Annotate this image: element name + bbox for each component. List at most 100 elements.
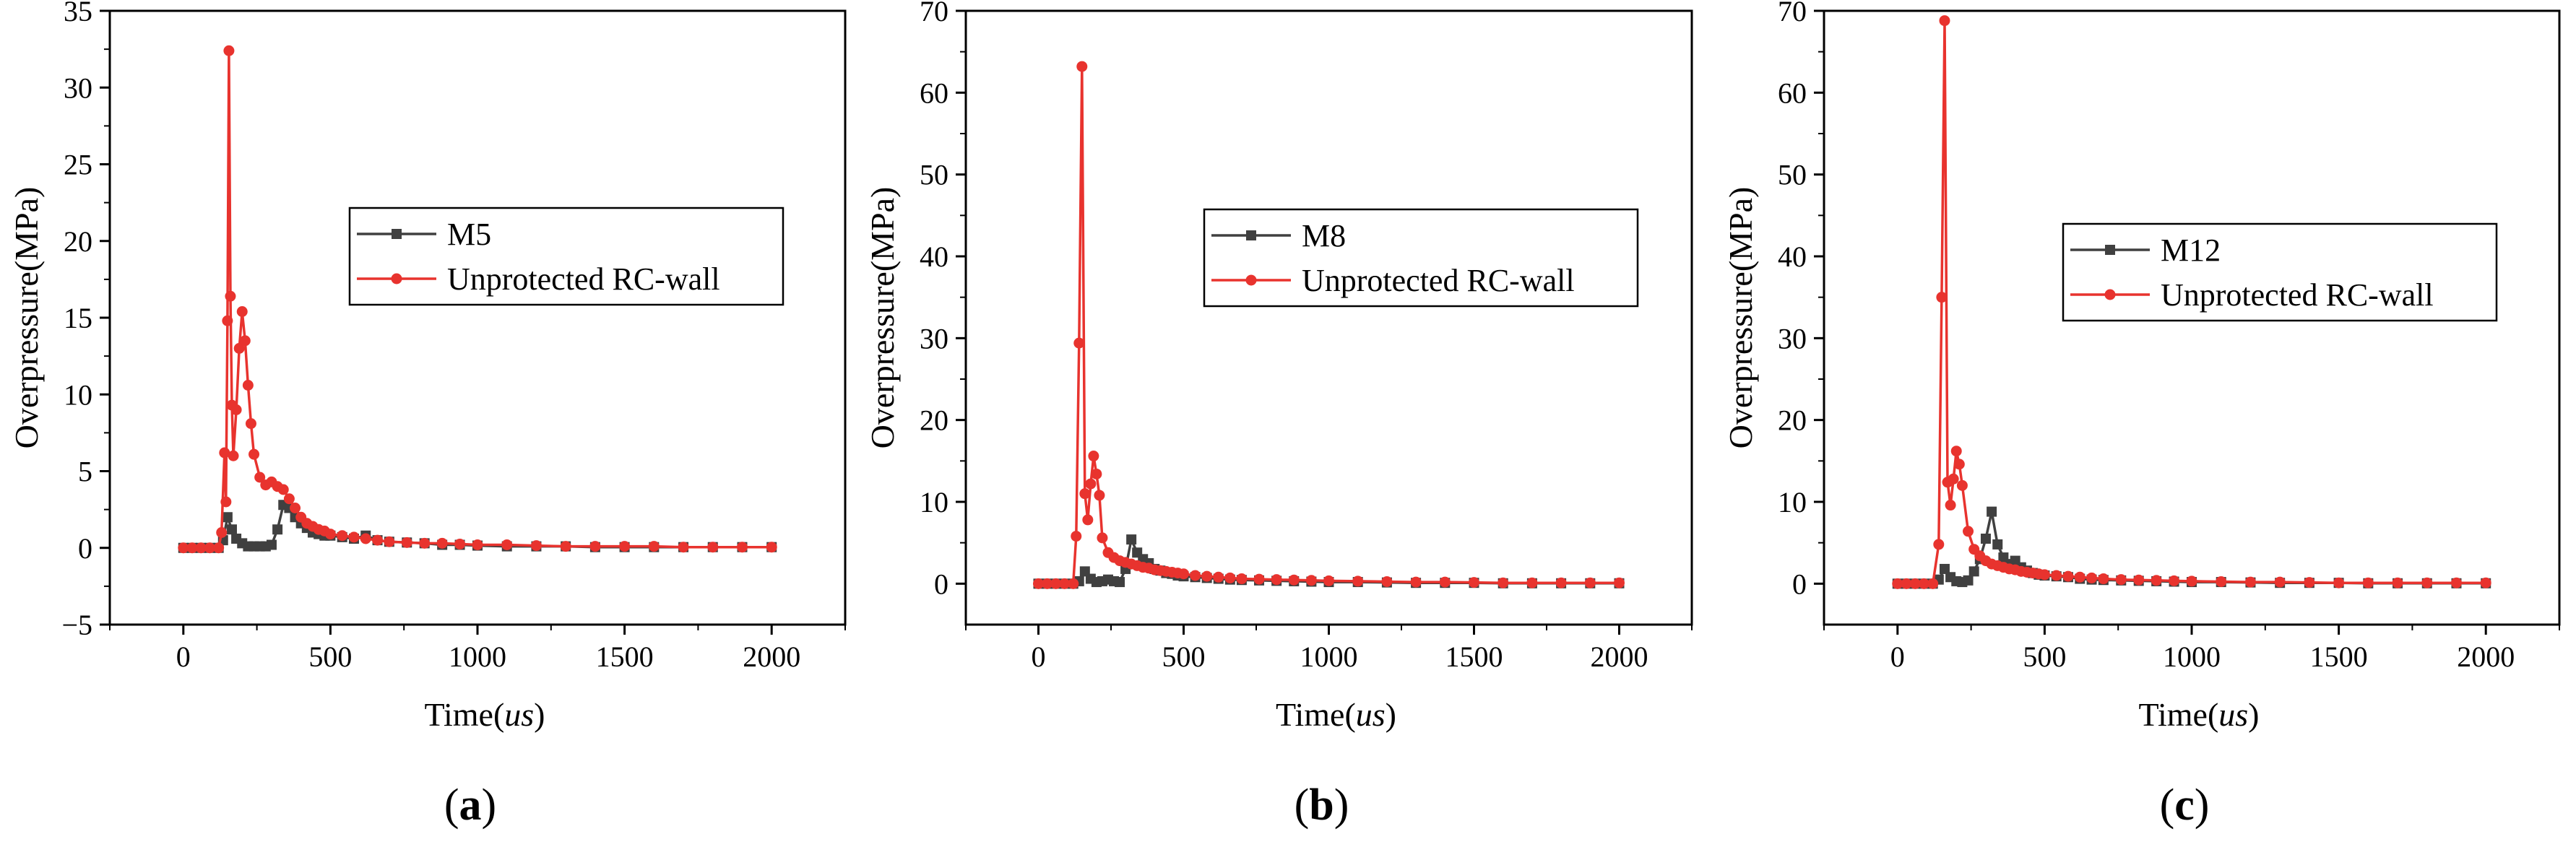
data-point xyxy=(1178,568,1189,580)
data-point xyxy=(220,496,232,508)
legend: M12 Unprotected RC-wall xyxy=(2062,222,2498,322)
data-point xyxy=(1939,15,1950,27)
data-point xyxy=(1439,576,1451,588)
legend: M5 Unprotected RC-wall xyxy=(348,207,785,306)
data-point xyxy=(1059,578,1071,589)
data-point xyxy=(283,493,295,505)
data-point xyxy=(1956,479,1968,491)
data-point xyxy=(1953,459,1965,470)
x-tick-label: 500 xyxy=(308,640,352,673)
data-point xyxy=(2133,574,2145,586)
data-point xyxy=(1945,500,1956,511)
data-point xyxy=(2169,575,2180,586)
panel-label: (c) xyxy=(2160,781,2210,830)
y-tick-label: 60 xyxy=(920,77,948,109)
data-point xyxy=(1271,574,1282,586)
data-point xyxy=(1033,578,1044,589)
data-point xyxy=(2062,570,2074,582)
data-point xyxy=(2151,575,2162,586)
data-point xyxy=(223,45,235,56)
data-point xyxy=(1939,563,1950,574)
data-point xyxy=(1115,577,1125,588)
data-point xyxy=(204,542,215,554)
data-point xyxy=(401,537,412,548)
data-point xyxy=(2039,569,2050,581)
legend-label: M12 xyxy=(2161,233,2221,268)
x-tick-label: 0 xyxy=(176,640,191,673)
legend-label: Unprotected RC-wall xyxy=(447,261,720,297)
data-point xyxy=(1088,451,1099,462)
data-point xyxy=(1213,571,1224,583)
data-point xyxy=(1224,572,1236,583)
x-tick-label: 0 xyxy=(1032,640,1046,673)
series-unprotected xyxy=(1892,15,2491,589)
x-axis-title: Time(us) xyxy=(2138,696,2259,733)
y-tick-label: 70 xyxy=(1778,0,1807,27)
data-point xyxy=(1948,473,1959,485)
data-point xyxy=(1079,488,1091,500)
x-tick-label: 1500 xyxy=(596,640,654,673)
chart-panel-b: 0 500 1000 1500 2000 0 10 20 30 40 50 60 70 Time(us) O… xyxy=(864,0,1693,830)
data-point xyxy=(2186,575,2197,587)
data-point xyxy=(277,484,289,495)
data-point xyxy=(1076,61,1088,72)
data-point xyxy=(2074,571,2086,583)
y-tick-label: 20 xyxy=(920,404,948,437)
y-axis-title: Overpressure(MPa) xyxy=(8,187,45,449)
legend-marker xyxy=(1245,274,1257,286)
y-tick-label: 10 xyxy=(64,378,92,411)
y-tick-label: 5 xyxy=(78,456,92,488)
data-point xyxy=(228,450,239,461)
y-tick-label: 15 xyxy=(64,302,92,334)
data-point xyxy=(1892,578,1903,589)
y-tick-label: 0 xyxy=(1792,568,1807,600)
data-point xyxy=(2362,577,2374,588)
data-point xyxy=(648,541,660,552)
data-point xyxy=(1068,578,1079,589)
y-tick-label: 30 xyxy=(920,322,948,355)
y-tick-label: 0 xyxy=(934,568,948,600)
data-point xyxy=(360,533,371,544)
data-point xyxy=(219,447,230,459)
data-point xyxy=(1050,578,1062,589)
data-point xyxy=(1933,539,1945,550)
data-point xyxy=(736,542,748,553)
data-point xyxy=(1992,539,2003,550)
data-point xyxy=(1042,578,1053,589)
data-point xyxy=(2421,577,2433,588)
data-point xyxy=(1918,578,1929,589)
y-tick-label: 50 xyxy=(1778,159,1807,191)
y-tick-label: 25 xyxy=(64,149,92,181)
data-point xyxy=(225,290,236,302)
legend-label: M5 xyxy=(447,217,491,252)
data-point xyxy=(1352,575,1364,587)
data-point xyxy=(1097,532,1108,544)
y-tick-label: 20 xyxy=(1778,404,1807,437)
data-point xyxy=(324,529,336,540)
y-tick-label: 40 xyxy=(1778,240,1807,273)
x-tick-label: 1500 xyxy=(2310,640,2368,673)
y-tick-label: 70 xyxy=(920,0,948,27)
data-point xyxy=(216,527,228,538)
data-point xyxy=(384,536,395,547)
data-point xyxy=(222,512,233,523)
data-point xyxy=(1410,576,1422,588)
panel-label: (a) xyxy=(444,781,496,830)
data-point xyxy=(1987,506,1997,517)
data-point xyxy=(707,542,719,553)
data-point xyxy=(2086,572,2098,583)
data-point xyxy=(1936,292,1948,303)
y-tick-label: 0 xyxy=(78,532,92,565)
data-point xyxy=(1963,526,1974,537)
legend-box xyxy=(2062,222,2498,322)
y-tick-label: 10 xyxy=(920,486,948,518)
y-tick-label: −5 xyxy=(61,609,92,641)
data-point xyxy=(1950,446,1962,457)
x-axis-title: Time(us) xyxy=(424,696,545,733)
data-point xyxy=(1253,573,1265,585)
legend: M8 Unprotected RC-wall xyxy=(1203,208,1639,308)
data-point xyxy=(2115,574,2127,586)
data-point xyxy=(1190,570,1201,581)
data-point xyxy=(589,541,601,552)
data-point xyxy=(195,542,207,554)
